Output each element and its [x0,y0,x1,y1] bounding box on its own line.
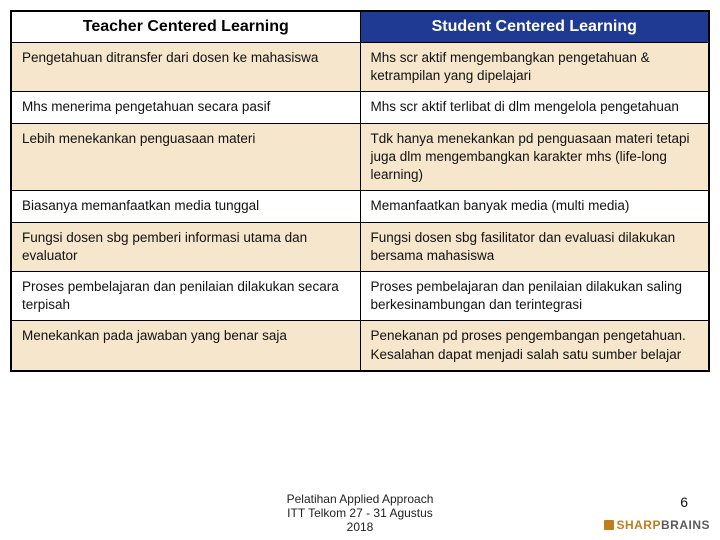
table-row: Menekankan pada jawaban yang benar saja … [11,321,709,371]
logo-icon [604,520,614,530]
table-row: Biasanya memanfaatkan media tunggal Mema… [11,191,709,222]
logo-text-sharp: SHARP [616,518,661,532]
cell-right: Tdk hanya menekankan pd penguasaan mater… [360,123,709,191]
table-row: Pengetahuan ditransfer dari dosen ke mah… [11,43,709,92]
header-teacher-centered: Teacher Centered Learning [11,11,360,43]
footer-line-1: Pelatihan Applied Approach [0,492,720,506]
table-header-row: Teacher Centered Learning Student Center… [11,11,709,43]
table-row: Lebih menekankan penguasaan materi Tdk h… [11,123,709,191]
cell-right: Mhs scr aktif mengembangkan pengetahuan … [360,43,709,92]
cell-left: Mhs menerima pengetahuan secara pasif [11,92,360,123]
logo-text-brains: BRAINS [661,518,710,532]
cell-right: Penekanan pd proses pengembangan pengeta… [360,321,709,371]
header-student-centered: Student Centered Learning [360,11,709,43]
cell-left: Lebih menekankan penguasaan materi [11,123,360,191]
cell-left: Pengetahuan ditransfer dari dosen ke mah… [11,43,360,92]
cell-left: Fungsi dosen sbg pemberi informasi utama… [11,222,360,271]
cell-left: Biasanya memanfaatkan media tunggal [11,191,360,222]
comparison-table: Teacher Centered Learning Student Center… [10,10,710,372]
cell-right: Proses pembelajaran dan penilaian dilaku… [360,271,709,320]
page-number: 6 [680,494,688,510]
cell-right: Fungsi dosen sbg fasilitator dan evaluas… [360,222,709,271]
cell-left: Proses pembelajaran dan penilaian dilaku… [11,271,360,320]
cell-left: Menekankan pada jawaban yang benar saja [11,321,360,371]
table-row: Fungsi dosen sbg pemberi informasi utama… [11,222,709,271]
slide: Teacher Centered Learning Student Center… [0,0,720,540]
sharpbrains-logo: SHARPBRAINS [604,518,710,532]
cell-right: Mhs scr aktif terlibat di dlm mengelola … [360,92,709,123]
cell-right: Memanfaatkan banyak media (multi media) [360,191,709,222]
table-row: Proses pembelajaran dan penilaian dilaku… [11,271,709,320]
table-row: Mhs menerima pengetahuan secara pasif Mh… [11,92,709,123]
